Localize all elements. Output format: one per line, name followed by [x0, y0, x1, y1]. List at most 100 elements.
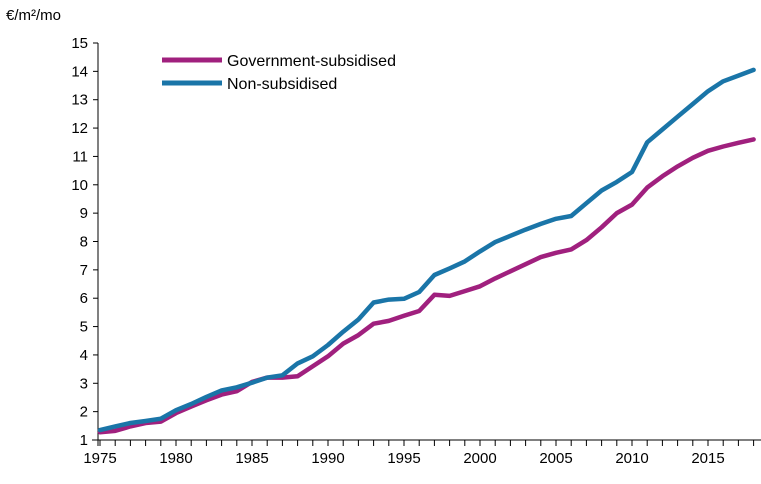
data-point: [449, 295, 451, 297]
data-point: [403, 315, 405, 317]
data-point: [433, 274, 435, 276]
data-point: [661, 175, 663, 177]
data-point: [707, 90, 709, 92]
y-tick-label: 15: [71, 35, 88, 52]
data-point: [388, 299, 390, 301]
data-point: [464, 290, 466, 292]
y-tick-label: 7: [80, 262, 88, 279]
data-point: [737, 142, 739, 144]
data-point: [175, 409, 177, 411]
data-point: [555, 252, 557, 254]
data-point: [297, 362, 299, 364]
series-lines: [97, 67, 756, 435]
legend-label-non-subsidised: Non-subsidised: [227, 76, 337, 93]
y-tick-label: 11: [72, 148, 88, 165]
x-tick-label: 1975: [83, 450, 116, 467]
x-tick-label: 1985: [235, 450, 268, 467]
data-point: [129, 425, 131, 427]
data-point: [297, 375, 299, 377]
y-tick-label: 9: [80, 205, 88, 222]
data-point: [525, 263, 527, 265]
data-point: [114, 425, 116, 427]
data-point: [236, 390, 238, 392]
data-point: [145, 420, 147, 422]
data-point: [312, 365, 314, 367]
data-point: [357, 334, 359, 336]
y-tick-label: 14: [71, 63, 88, 80]
data-point: [327, 344, 329, 346]
data-point: [418, 291, 420, 293]
data-point: [707, 150, 709, 152]
data-point: [160, 421, 162, 423]
data-point: [677, 165, 679, 167]
y-tick-label: 13: [71, 92, 88, 109]
data-point: [616, 181, 618, 183]
data-point: [737, 75, 739, 77]
data-point: [205, 399, 207, 401]
x-tick-label: 2005: [539, 450, 572, 467]
data-point: [722, 146, 724, 147]
y-tick-label: 3: [80, 375, 88, 392]
data-point: [114, 430, 116, 432]
data-point: [221, 389, 223, 391]
data-point: [99, 429, 101, 431]
y-axis-unit-label: €/m²/mo: [6, 7, 61, 24]
data-point: [357, 319, 359, 320]
legend: Government-subsidised Non-subsidised: [162, 53, 396, 93]
data-point: [555, 218, 557, 220]
y-tick-label: 8: [80, 234, 88, 251]
data-point: [403, 298, 405, 300]
data-point: [509, 270, 511, 272]
data-point: [540, 256, 542, 258]
data-point: [281, 374, 283, 376]
data-point: [525, 229, 527, 231]
y-tick-label: 2: [80, 404, 88, 421]
data-point: [753, 138, 755, 140]
x-tick-label: 2010: [615, 450, 648, 467]
data-point: [601, 190, 603, 191]
data-point: [342, 331, 344, 333]
x-tick-label: 1980: [159, 450, 192, 467]
data-point: [312, 355, 314, 357]
data-point: [464, 260, 466, 262]
data-point: [479, 250, 481, 252]
data-point: [251, 382, 253, 384]
data-point: [479, 285, 481, 287]
data-point: [373, 323, 375, 325]
data-point: [205, 396, 207, 398]
data-point: [129, 422, 131, 424]
data-point: [433, 294, 435, 296]
data-point: [540, 223, 542, 225]
legend-label-government-subsidised: Government-subsidised: [227, 53, 396, 70]
x-tick-label: 1995: [387, 450, 420, 467]
data-point: [388, 320, 390, 322]
data-point: [494, 241, 496, 243]
x-tick-label: 2000: [463, 450, 496, 467]
data-point: [449, 267, 451, 269]
data-point: [236, 386, 238, 388]
data-point: [160, 418, 162, 420]
data-point: [266, 377, 268, 379]
y-tick-label: 5: [80, 319, 88, 336]
data-point: [631, 204, 633, 206]
x-tick-label: 2015: [691, 450, 724, 467]
y-tick-label: 1: [80, 432, 88, 449]
series-line-non-subsidised: [97, 67, 756, 433]
data-point: [646, 187, 648, 189]
data-point: [509, 235, 511, 237]
data-point: [327, 355, 329, 357]
y-tick-label: 12: [71, 120, 88, 137]
data-point: [190, 403, 192, 405]
data-point: [646, 141, 648, 143]
data-point: [585, 239, 587, 241]
series-line-government-subsidised: [97, 137, 756, 435]
data-point: [373, 302, 375, 303]
data-point: [722, 80, 724, 82]
data-point: [753, 69, 755, 71]
y-tick-label: 6: [80, 290, 88, 307]
data-point: [342, 343, 344, 345]
data-point: [570, 248, 572, 250]
y-tick-label: 4: [80, 347, 88, 364]
